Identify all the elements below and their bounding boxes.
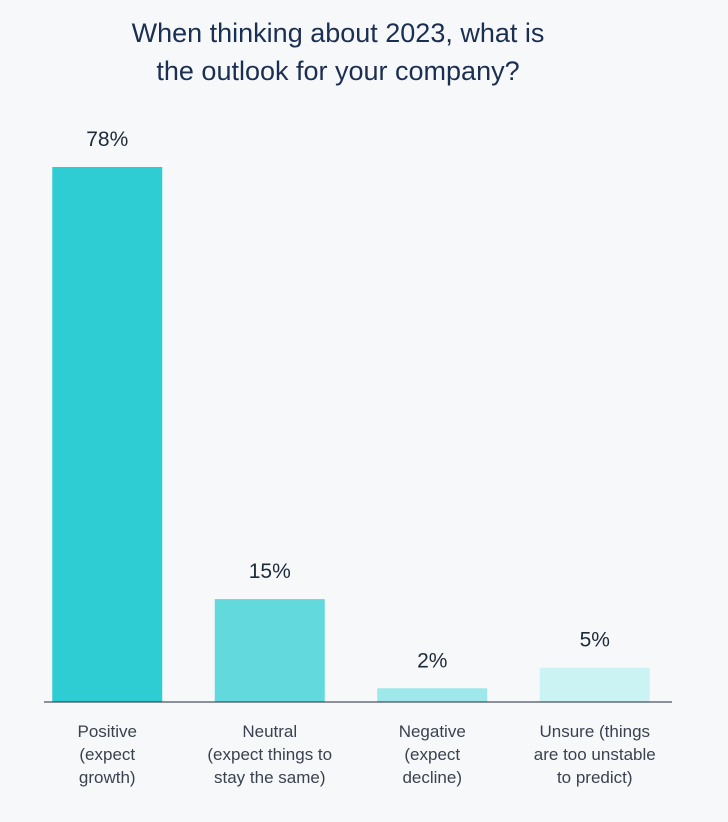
- category-label-1-line-2: (expect: [79, 745, 135, 764]
- category-label-4-line-1: Unsure (things: [539, 722, 650, 741]
- bar-4: [539, 667, 650, 702]
- category-label-4-line-3: to predict): [557, 768, 633, 787]
- category-label-2-line-3: stay the same): [214, 768, 326, 787]
- value-label-1: 78%: [86, 128, 128, 151]
- category-label-1-line-3: growth): [79, 768, 136, 787]
- chart-title-line-1: When thinking about 2023, what is: [132, 18, 545, 48]
- bar-3: [377, 688, 488, 702]
- category-label-1-line-1: Positive: [77, 722, 137, 741]
- value-label-3: 2%: [417, 649, 447, 672]
- category-labels: Positive (expect growth) Neutral (expect thi…: [77, 722, 655, 787]
- category-label-4-line-2: are too unstable: [534, 745, 656, 764]
- bar-2: [214, 599, 325, 702]
- bar-group: 78% 15% 2% 5%: [52, 128, 650, 702]
- bar-1: [52, 167, 163, 702]
- value-label-4: 5%: [580, 629, 610, 652]
- value-label-2: 15%: [249, 560, 291, 583]
- category-label-3-line-2: (expect: [404, 745, 460, 764]
- category-label-2-line-2: (expect things to: [207, 745, 332, 764]
- category-label-3-line-1: Negative: [399, 722, 466, 741]
- chart-title-line-2: the outlook for your company?: [156, 56, 519, 86]
- category-label-3-line-3: decline): [402, 768, 462, 787]
- category-label-2-line-1: Neutral: [242, 722, 297, 741]
